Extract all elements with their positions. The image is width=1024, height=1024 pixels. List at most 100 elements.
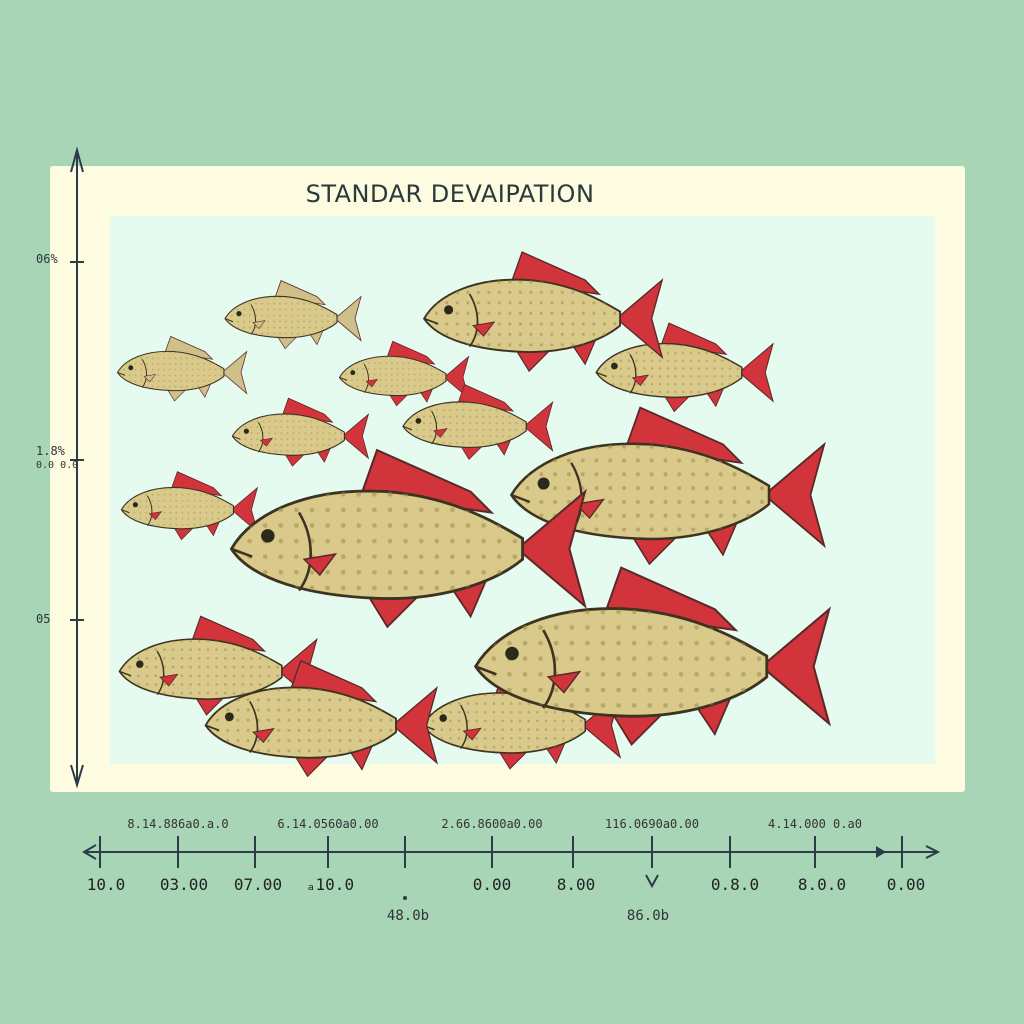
fish-eye: [132, 502, 138, 508]
y-axis: [70, 146, 84, 789]
fish-scales: [119, 639, 282, 700]
fish-eye: [243, 428, 249, 434]
fish-scales: [205, 687, 396, 758]
fish-tail-fin: [523, 400, 554, 452]
fish-pectoral-fin: [143, 374, 157, 383]
fish-eye: [415, 418, 422, 424]
fish-gill: [459, 704, 468, 749]
fish-scales: [121, 487, 234, 529]
fish-pectoral-fin: [574, 498, 605, 520]
fish-marker: [116, 335, 248, 402]
fish-mouth: [224, 318, 234, 323]
x-axis: 8.14.886a0.a.0 6.14.0560a0.00 2.66.8600a0.…: [82, 817, 941, 924]
fish-pectoral-fin: [259, 437, 274, 447]
fish-scales: [231, 491, 523, 599]
fish-gill: [249, 701, 259, 754]
x-tick-label-bottom: 07.00: [234, 875, 282, 894]
fish-mouth: [119, 670, 132, 677]
fish-scales: [117, 351, 224, 391]
fish-eye: [537, 477, 550, 490]
fish-layer: [116, 251, 832, 778]
fish-tail-fin: [341, 413, 370, 460]
fish-scales: [225, 296, 337, 338]
fish-eye: [261, 529, 275, 543]
fish-eye: [224, 712, 234, 722]
fish-scales: [339, 356, 446, 396]
fish-mouth: [423, 317, 439, 325]
fish-tail-fin: [615, 278, 664, 360]
fish-eye: [236, 311, 242, 317]
fish-eye: [136, 660, 144, 668]
fish-eye: [611, 362, 618, 370]
x-tick-label-top: 6.14.0560a0.00: [277, 817, 378, 831]
y-tick-label: 0.0 0.0: [36, 460, 79, 471]
fish-gill: [250, 304, 256, 335]
fish-tail-fin: [738, 342, 774, 403]
fish-tail-fin: [762, 441, 826, 549]
x-tick-label-bottom: 03.00: [160, 875, 208, 894]
x-tick-label-bottom: 0.8.0: [711, 875, 759, 894]
x-tick-arrow: [645, 874, 659, 889]
y-tick-label: 06%: [36, 252, 58, 266]
fish-gill: [257, 421, 264, 453]
fish-pectoral-fin: [546, 670, 582, 694]
fish-mouth: [232, 435, 241, 440]
fish-mouth: [510, 493, 531, 503]
x-tick-label-bottom: 0.00: [887, 875, 926, 894]
fish-pectoral-fin: [462, 727, 482, 741]
fish-gill: [431, 410, 438, 445]
y-tick-label: 1.8%: [36, 444, 65, 458]
fish-tail-fin: [759, 606, 832, 727]
y-axis-arrow-bottom: [70, 764, 84, 789]
fish-mouth: [205, 724, 220, 732]
x-tick-dot: [403, 896, 407, 900]
fish-marker: [595, 322, 774, 413]
fish-marker: [422, 251, 664, 373]
y-tick-label: 05: [36, 612, 51, 626]
fish-tail-fin: [221, 350, 248, 395]
fish-pectoral-fin: [365, 378, 379, 388]
fish-gill: [542, 629, 557, 709]
x-tick-label-top: 8.14.886a0.a.0: [127, 817, 228, 831]
fish-mouth: [402, 425, 412, 431]
fish-gill: [629, 353, 637, 394]
fish-marker: [120, 471, 259, 541]
fish-gill: [156, 650, 165, 696]
fish-scales: [424, 279, 621, 353]
fish-marker: [473, 566, 832, 746]
fish-marker: [229, 448, 587, 629]
fish-eye: [444, 305, 454, 315]
fish-pectoral-fin: [159, 673, 179, 687]
fish-mouth: [230, 547, 253, 558]
x-tick-label-bottom: ₐ10.0: [306, 875, 354, 894]
x-tick-label-top: 116.0690a0.00: [605, 817, 699, 831]
y-axis-arrow-top: [70, 146, 84, 173]
x-axis-arrow-left: [82, 844, 97, 860]
chart-title: STANDAR DEVAIPATION: [305, 180, 595, 208]
fish-marker: [204, 659, 439, 778]
fish-mouth: [339, 376, 348, 381]
x-tick-label-bottom: 8.0.0: [798, 875, 846, 894]
fish-eye: [505, 646, 519, 661]
fish-pectoral-fin: [472, 321, 496, 337]
fish-mouth: [121, 509, 130, 514]
fish-tail-fin: [515, 488, 587, 610]
fish-marker: [231, 397, 370, 467]
fish-mouth: [117, 372, 126, 376]
fish-tail-fin: [230, 486, 259, 533]
fish-pectoral-fin: [302, 553, 338, 577]
fish-gill: [468, 293, 479, 348]
fish-pectoral-fin: [252, 320, 266, 330]
fish-marker: [402, 384, 554, 461]
fish-pectoral-fin: [252, 727, 275, 744]
fish-gill: [363, 363, 369, 393]
fish-pectoral-fin: [148, 511, 163, 521]
x-tick-label-top: 2.66.8600a0.00: [441, 817, 542, 831]
fish-mouth: [475, 665, 497, 676]
fish-scales: [403, 401, 527, 448]
x-tick-label-bottom: 8.00: [557, 875, 596, 894]
fish-eye: [350, 370, 356, 376]
fish-mouth: [595, 371, 607, 378]
fish-eye: [128, 365, 134, 371]
fish-scales: [232, 413, 345, 456]
